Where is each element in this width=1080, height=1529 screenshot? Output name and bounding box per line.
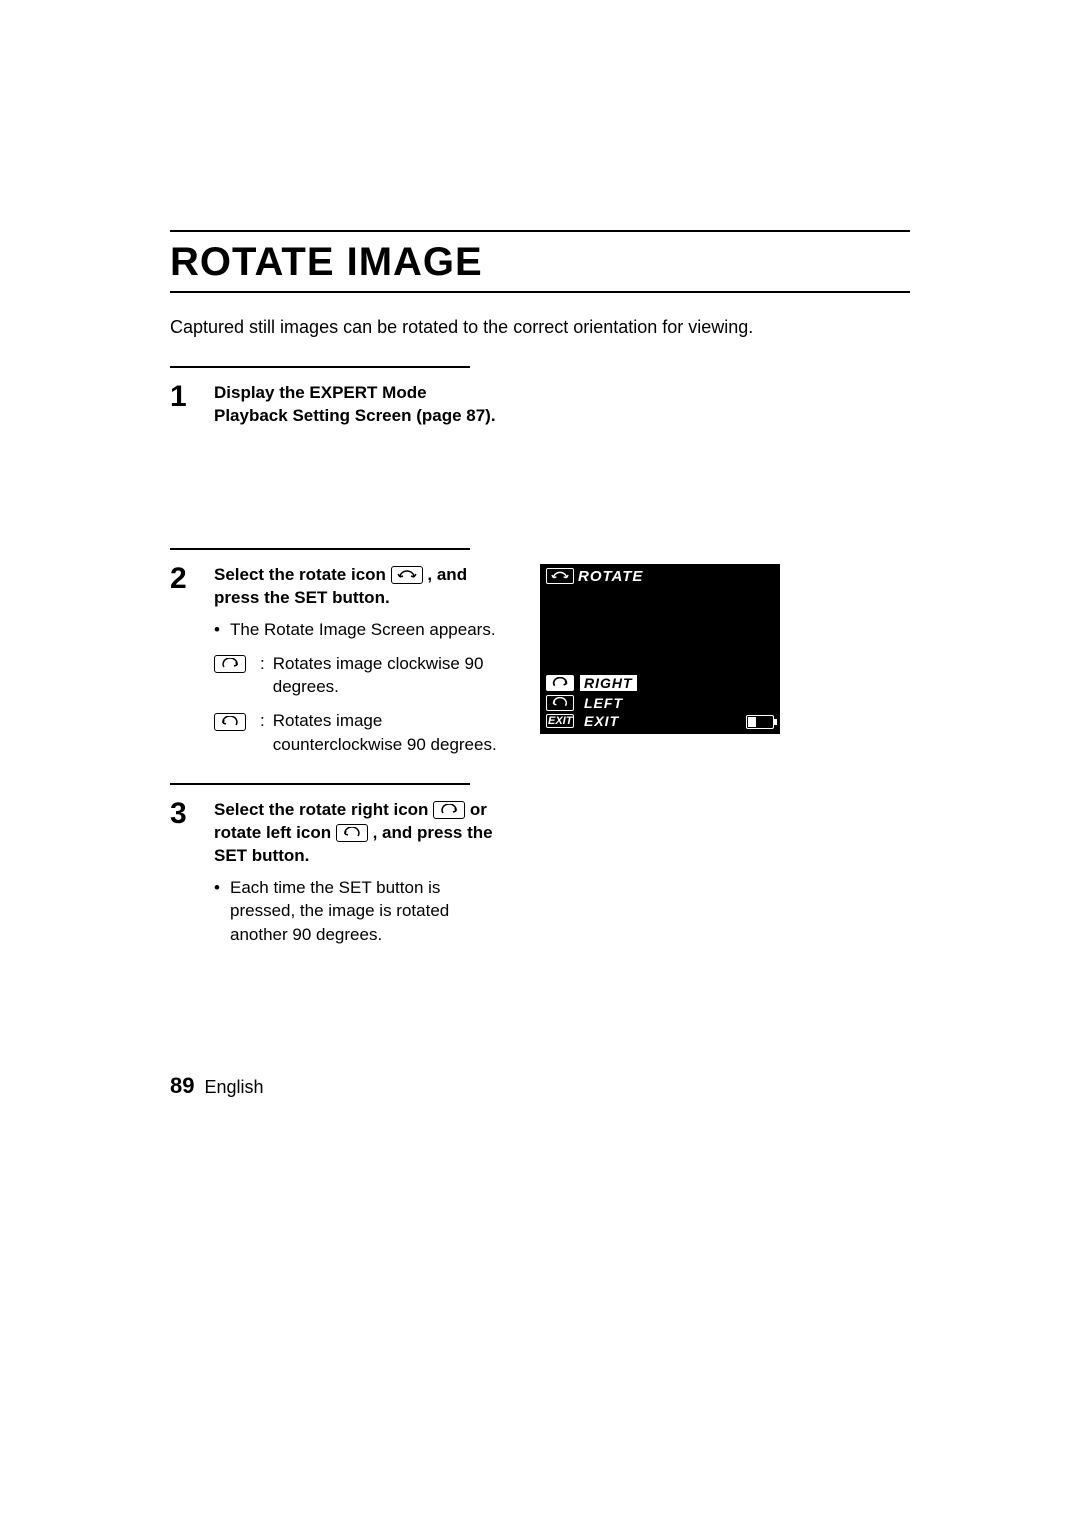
screen-title: ROTATE <box>578 568 643 585</box>
step-2-bullet: • The Rotate Image Screen appears. <box>214 618 510 642</box>
rule-top <box>170 230 910 232</box>
bullet-dot-icon: • <box>214 618 222 642</box>
step-3-heading: Select the rotate right icon or rotate l… <box>214 799 510 868</box>
colon-ccw: : <box>260 709 265 757</box>
rotate-cw-icon <box>214 655 246 673</box>
step-2: 2 Select the rotate icon , and press the… <box>170 564 510 757</box>
screen-left-label: LEFT <box>580 695 627 711</box>
step-3-text-a: Select the rotate right icon <box>214 800 433 819</box>
step-1-number: 1 <box>170 382 196 412</box>
screen-exit-label: EXIT <box>580 713 623 729</box>
colon-cw: : <box>260 652 265 700</box>
step2-rule <box>170 548 470 550</box>
rotate-ccw-icon <box>336 824 368 842</box>
page-number: 89 <box>170 1073 194 1099</box>
step-3-number: 3 <box>170 799 196 829</box>
step3-rule <box>170 783 470 785</box>
cw-line2: degrees. <box>273 677 339 696</box>
rotate-icon <box>546 568 574 584</box>
rotate-cw-desc: : Rotates image clockwise 90 degrees. <box>214 652 510 700</box>
rule-under-title <box>170 291 910 293</box>
cw-line1: Rotates image clockwise 90 <box>273 654 484 673</box>
rotate-ccw-icon <box>546 695 574 711</box>
screen-row-right: RIGHT <box>542 673 778 693</box>
step-3: 3 Select the rotate right icon or rotate… <box>170 799 510 947</box>
step-2-bullet-text: The Rotate Image Screen appears. <box>230 618 496 642</box>
intro-text: Captured still images can be rotated to … <box>170 317 910 338</box>
rotate-icon <box>391 566 423 584</box>
page-footer: 89 English <box>170 1073 264 1099</box>
step-1-text-line1: Display the EXPERT Mode <box>214 382 910 405</box>
step-1-text-line2: Playback Setting Screen (page 87). <box>214 405 910 428</box>
battery-fill <box>748 717 756 727</box>
step1-rule <box>170 366 470 368</box>
step-1: 1 Display the EXPERT Mode Playback Setti… <box>170 382 910 428</box>
rotate-ccw-desc: : Rotates image counterclockwise 90 degr… <box>214 709 510 757</box>
rotate-cw-icon <box>546 675 574 691</box>
ccw-line2: counterclockwise 90 degrees. <box>273 735 497 754</box>
exit-icon: EXIT <box>546 714 574 728</box>
step-3-bullet: • Each time the SET button is pressed, t… <box>214 876 510 947</box>
bullet-dot-icon: • <box>214 876 222 947</box>
rotate-screen-preview: ROTATE RIGHT <box>540 564 780 734</box>
step-2-text-a: Select the rotate icon <box>214 565 391 584</box>
page-language: English <box>204 1077 263 1098</box>
rotate-ccw-icon <box>214 713 246 731</box>
page-title: ROTATE IMAGE <box>170 240 910 285</box>
step-3-bullet-text: Each time the SET button is pressed, the… <box>230 876 510 947</box>
screen-row-left: LEFT <box>542 693 778 713</box>
rotate-cw-icon <box>433 801 465 819</box>
ccw-line1: Rotates image <box>273 711 383 730</box>
step-2-heading: Select the rotate icon , and press the S… <box>214 564 510 610</box>
battery-icon <box>746 715 774 729</box>
step-2-number: 2 <box>170 564 196 594</box>
screen-right-label: RIGHT <box>580 675 637 691</box>
